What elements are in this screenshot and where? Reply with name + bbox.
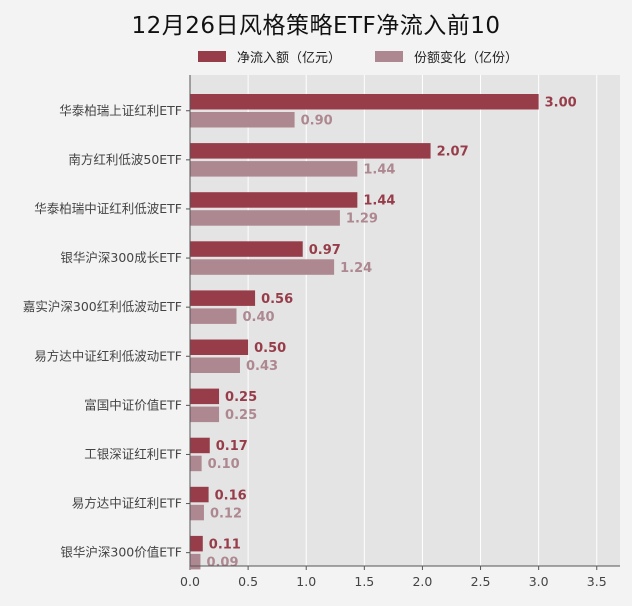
category-label: 华泰柏瑞中证红利低波ETF [34,201,182,216]
category-label: 银华沪深300成长ETF [60,250,182,265]
data-label-net-inflow: 0.56 [261,292,293,307]
data-label-net-inflow: 1.44 [363,194,395,209]
bar-net-inflow [190,94,539,110]
data-label-net-inflow: 2.07 [437,145,469,160]
bar-share-change [190,308,237,324]
data-label-net-inflow: 0.25 [225,390,257,405]
category-label: 南方红利低波50ETF [68,152,182,167]
legend-item-net-inflow: 净流入额（亿元） [198,47,341,66]
data-label-share-change: 0.40 [242,310,274,325]
x-tick-label: 1.0 [296,574,316,589]
bar-net-inflow [190,339,249,355]
bar-net-inflow [190,290,256,306]
data-label-share-change: 0.10 [208,457,240,472]
bar-share-change [190,161,358,177]
bar-share-change [190,210,340,226]
legend: 净流入额（亿元） 份额变化（亿份） [198,46,552,66]
category-label: 易方达中证红利ETF [72,496,182,511]
bar-share-change [190,406,220,423]
bar-net-inflow [190,535,203,552]
data-label-net-inflow: 0.50 [254,341,286,356]
bar-net-inflow [190,241,303,257]
data-label-net-inflow: 0.16 [215,488,247,503]
x-tick-label: 3.0 [529,574,549,589]
legend-label-share-change: 份额变化（亿份） [414,50,519,66]
data-label-share-change: 0.12 [210,506,242,521]
data-label-share-change: 0.09 [206,555,238,570]
bar-share-change [190,112,295,128]
x-tick-label: 0.0 [180,574,200,589]
data-label-share-change: 0.25 [225,408,257,423]
data-label-net-inflow: 3.00 [545,96,577,111]
category-label: 华泰柏瑞上证红利ETF [59,103,182,118]
chart-title: 12月26日风格策略ETF净流入前10 [131,13,501,39]
x-tick-label: 0.5 [238,574,258,589]
data-label-net-inflow: 0.17 [216,439,248,454]
category-label: 银华沪深300价值ETF [60,545,182,560]
bar-net-inflow [190,388,220,405]
x-tick-label: 1.5 [354,574,374,589]
legend-item-share-change: 份额变化（亿份） [375,47,518,66]
bar-net-inflow [190,192,358,208]
bar-share-change [190,553,201,570]
data-label-share-change: 1.29 [346,212,378,227]
bar-net-inflow [190,437,210,454]
category-label: 富国中证价值ETF [84,397,182,412]
data-label-share-change: 1.44 [363,163,395,178]
data-label-share-change: 0.43 [246,359,278,374]
legend-swatch-net-inflow [198,50,226,62]
data-label-net-inflow: 0.11 [209,537,241,552]
legend-swatch-share-change [375,50,404,62]
category-label: 易方达中证红利低波动ETF [34,348,182,363]
bar-net-inflow [190,486,209,503]
bar-share-change [190,357,240,373]
bar-net-inflow [190,143,431,159]
data-label-share-change: 1.24 [340,261,372,276]
x-tick-label: 2.0 [412,574,432,589]
data-label-net-inflow: 0.97 [309,243,341,258]
bar-share-change [190,504,204,521]
x-tick-label: 2.5 [471,574,491,589]
category-label: 嘉实沪深300红利低波动ETF [23,299,182,314]
x-tick-label: 3.5 [587,574,607,589]
bar-share-change [190,455,202,472]
legend-label-net-inflow: 净流入额（亿元） [237,50,342,66]
data-label-share-change: 0.90 [301,114,333,129]
category-label: 工银深证红利ETF [84,446,182,461]
bar-share-change [190,259,335,275]
